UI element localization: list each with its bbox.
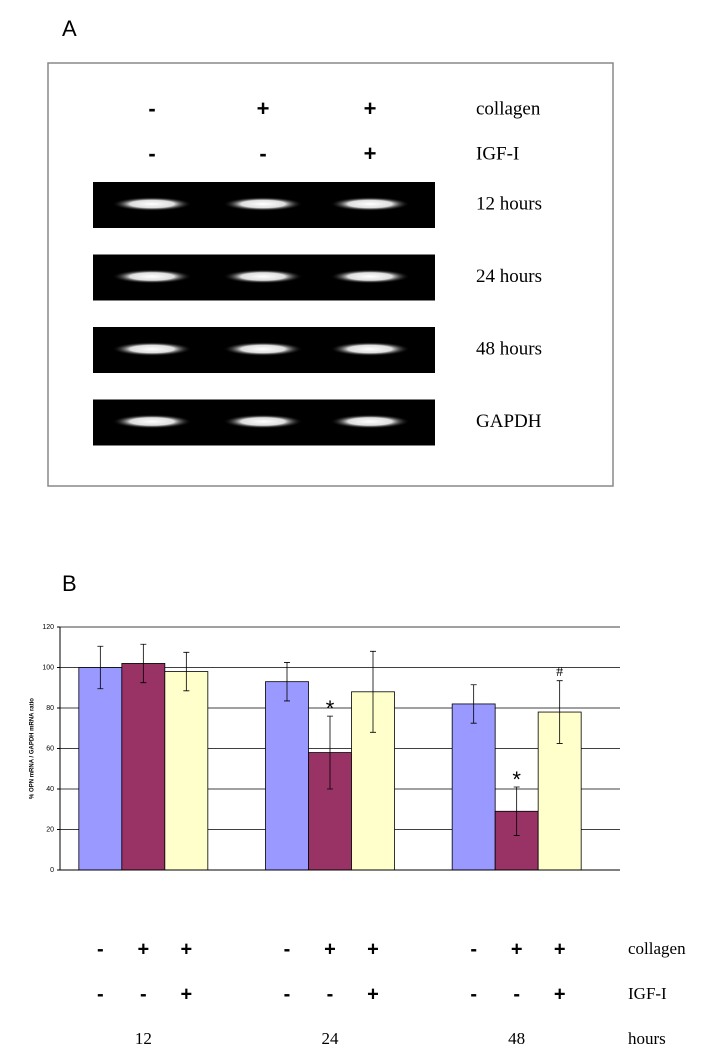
lane-label: 12 hours bbox=[476, 193, 542, 214]
gel-band bbox=[112, 415, 192, 429]
annotation: * bbox=[512, 767, 521, 792]
y-axis-label: % OPN mRNA / GAPDH mRNA ratio bbox=[30, 698, 36, 799]
figure: A B - + + collagen - - + IGF-I 12 hours 24 hours 4… bbox=[0, 0, 708, 1053]
bar bbox=[79, 668, 122, 871]
condition-sign: + bbox=[364, 141, 377, 166]
y-tick-label: 40 bbox=[46, 786, 54, 793]
condition-sign: - bbox=[284, 938, 291, 960]
x-tick-label: 12 bbox=[135, 1029, 152, 1048]
x-tick-label: 24 bbox=[322, 1029, 340, 1048]
condition-label: IGF-I bbox=[476, 143, 519, 164]
condition-sign: + bbox=[554, 983, 566, 1005]
condition-sign: + bbox=[511, 938, 523, 960]
y-tick-label: 120 bbox=[42, 624, 54, 631]
condition-sign: + bbox=[257, 96, 270, 121]
x-tick-label: 48 bbox=[508, 1029, 525, 1048]
condition-sign: - bbox=[284, 983, 291, 1005]
lane-label: GAPDH bbox=[476, 411, 542, 432]
condition-label: collagen bbox=[476, 98, 541, 119]
panel-label: A bbox=[62, 16, 77, 41]
gel-band bbox=[223, 197, 303, 211]
x-axis-label: hours bbox=[628, 1029, 666, 1048]
condition-sign: - bbox=[97, 938, 104, 960]
bar bbox=[122, 663, 165, 870]
condition-sign: + bbox=[180, 983, 192, 1005]
gel-band bbox=[112, 270, 192, 284]
panel-label: B bbox=[62, 571, 77, 596]
y-tick-label: 100 bbox=[42, 664, 54, 671]
gel-band bbox=[330, 270, 410, 284]
condition-sign: + bbox=[324, 938, 336, 960]
y-tick-label: 80 bbox=[46, 705, 54, 712]
condition-sign: + bbox=[554, 938, 566, 960]
gel-band bbox=[112, 197, 192, 211]
y-tick-label: 0 bbox=[50, 867, 54, 874]
condition-sign: - bbox=[259, 141, 266, 166]
condition-sign: + bbox=[364, 96, 377, 121]
condition-sign: - bbox=[97, 983, 104, 1005]
gel-band bbox=[330, 342, 410, 356]
y-tick-label: 60 bbox=[46, 745, 54, 752]
annotation: * bbox=[326, 696, 335, 721]
condition-label: IGF-I bbox=[628, 984, 667, 1003]
gel-band bbox=[223, 342, 303, 356]
bar bbox=[266, 682, 309, 870]
condition-sign: - bbox=[148, 141, 155, 166]
page: A B - + + collagen - - + IGF-I 12 hours 24 hours 4… bbox=[0, 0, 708, 1053]
condition-sign: + bbox=[137, 938, 149, 960]
y-tick-label: 20 bbox=[46, 826, 54, 833]
annotation: # bbox=[556, 665, 563, 680]
condition-label: collagen bbox=[628, 939, 686, 958]
condition-sign: - bbox=[470, 938, 477, 960]
lane-label: 48 hours bbox=[476, 338, 542, 359]
gel-band bbox=[223, 415, 303, 429]
condition-sign: - bbox=[140, 983, 147, 1005]
bar bbox=[452, 704, 495, 870]
bar bbox=[165, 672, 208, 870]
condition-sign: - bbox=[148, 96, 155, 121]
gel-band bbox=[330, 197, 410, 211]
gel-band bbox=[330, 415, 410, 429]
condition-sign: - bbox=[513, 983, 520, 1005]
condition-sign: + bbox=[367, 938, 379, 960]
condition-sign: + bbox=[367, 983, 379, 1005]
condition-sign: + bbox=[180, 938, 192, 960]
gel-band bbox=[223, 270, 303, 284]
gel-band bbox=[112, 342, 192, 356]
lane-label: 24 hours bbox=[476, 266, 542, 287]
condition-sign: - bbox=[470, 983, 477, 1005]
condition-sign: - bbox=[327, 983, 334, 1005]
